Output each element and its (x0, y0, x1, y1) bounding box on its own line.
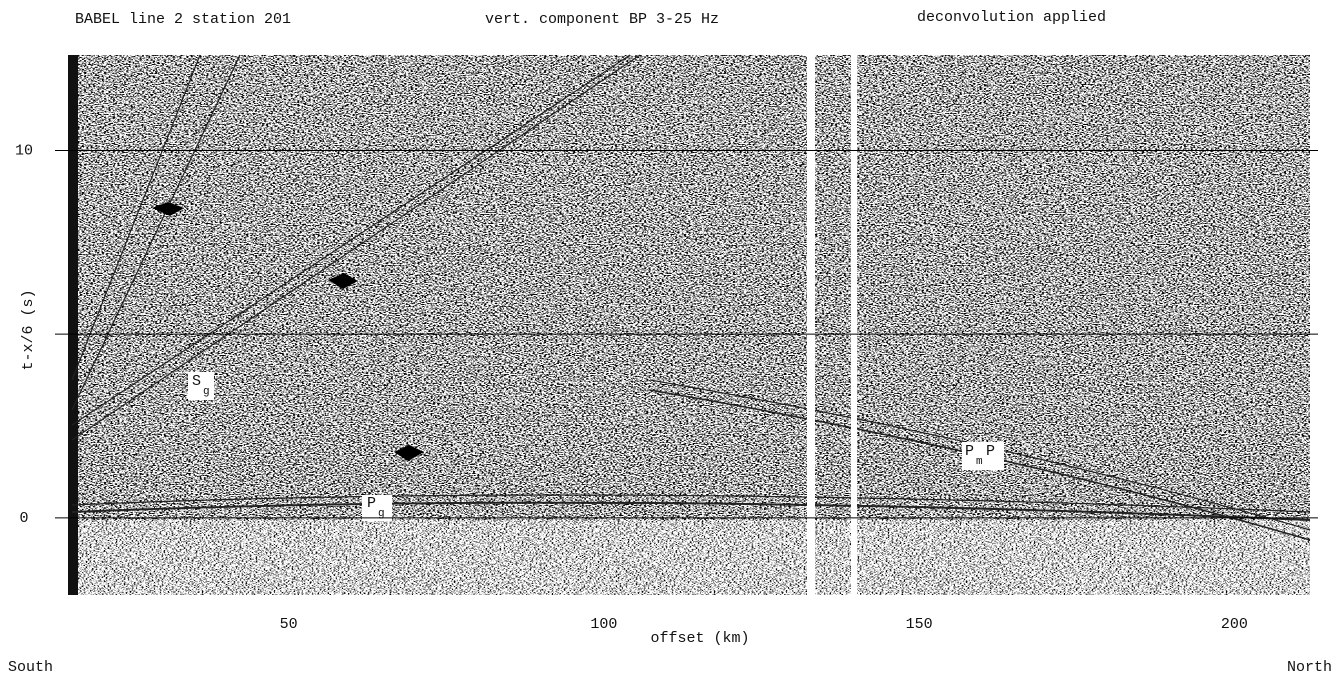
phase-arrivals (71, 54, 1311, 541)
title-part: BABEL line 2 station 201 (75, 11, 291, 28)
title-part: deconvolution applied (917, 9, 1106, 26)
phase-name: P (965, 443, 974, 460)
phase-name: P (986, 443, 995, 460)
direction-label: North (1287, 659, 1332, 676)
arrow-marker (394, 445, 424, 461)
label-box (362, 495, 392, 521)
shear-arrival (71, 54, 201, 381)
y-tick-label: 0 (19, 510, 28, 527)
phase-subscript: m (976, 456, 983, 468)
phase-label: P g (362, 495, 392, 521)
data-gap (807, 55, 815, 595)
title-part: vert. component BP 3-25 Hz (485, 11, 719, 28)
phase-subscript: g (378, 508, 385, 520)
y-tick-label: 10 (15, 142, 33, 159)
x-tick-label: 50 (280, 616, 298, 633)
arrow-marker (328, 273, 358, 289)
phase-name: S (192, 373, 201, 390)
sg-arrival (71, 54, 641, 441)
pg-arrival (71, 494, 1311, 513)
phase-label: S g (188, 372, 214, 400)
label-box (188, 372, 214, 400)
phase-label: P m P (962, 442, 1004, 470)
x-tick-label: 150 (906, 616, 933, 633)
phase-name: P (367, 495, 376, 512)
near-offset-band (68, 55, 78, 595)
pg-arrival (71, 501, 1311, 521)
x-axis-label: offset (km) (650, 630, 749, 647)
phase-subscript: g (203, 386, 210, 398)
shear-arrival (71, 54, 241, 411)
x-tick-label: 100 (590, 616, 617, 633)
arrow-marker (152, 202, 184, 216)
label-box (962, 442, 1004, 470)
data-gap (851, 55, 857, 595)
direction-label: South (8, 659, 53, 676)
x-tick-label: 200 (1221, 616, 1248, 633)
noise-texture (68, 520, 1310, 595)
sg-arrival (71, 54, 631, 426)
noise-texture (68, 55, 1310, 520)
record-section: S g P g P m P (55, 54, 1318, 595)
y-axis-label: t-x/6 (s) (20, 289, 37, 370)
